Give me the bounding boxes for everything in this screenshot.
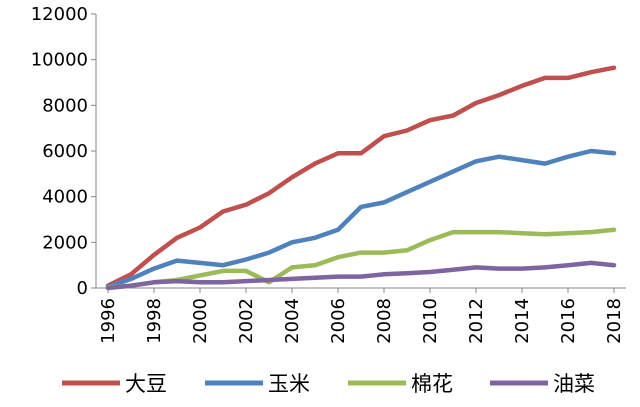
plot-area bbox=[105, 65, 617, 291]
x-tick-label: 1996 bbox=[98, 298, 119, 344]
x-tick-label: 2002 bbox=[236, 298, 257, 344]
x-tick-label: 2008 bbox=[374, 298, 395, 344]
y-tick-label: 2000 bbox=[42, 232, 88, 253]
y-tick-label: 6000 bbox=[42, 141, 88, 162]
y-tick-label: 8000 bbox=[42, 95, 88, 116]
legend: 大豆 玉米 棉花 油菜 bbox=[62, 372, 595, 396]
y-tick-label: 4000 bbox=[42, 187, 88, 208]
legend-label-2: 棉花 bbox=[411, 372, 453, 396]
x-tick-label: 2018 bbox=[604, 298, 625, 344]
x-tick-label: 2014 bbox=[512, 298, 533, 344]
series-line-2 bbox=[105, 227, 617, 290]
x-tick-label: 1998 bbox=[144, 298, 165, 344]
y-tick-label: 12000 bbox=[31, 4, 88, 25]
legend-label-0: 大豆 bbox=[125, 372, 167, 396]
series-line-0 bbox=[105, 65, 617, 288]
series-line-3 bbox=[105, 260, 617, 291]
x-tick-label: 2016 bbox=[558, 298, 579, 344]
axes: 0 2000 4000 6000 8000 10000 12000 1996 1998 2000 2… bbox=[31, 4, 626, 344]
x-tick-label: 2004 bbox=[282, 298, 303, 344]
legend-label-3: 油菜 bbox=[553, 372, 595, 396]
legend-label-1: 玉米 bbox=[268, 372, 310, 396]
x-tick-label: 2012 bbox=[466, 298, 487, 344]
x-tick-label: 2000 bbox=[190, 298, 211, 344]
x-tick-label: 2010 bbox=[420, 298, 441, 344]
series-line-1 bbox=[105, 148, 617, 290]
y-tick-label: 10000 bbox=[31, 50, 88, 71]
x-tick-label: 2006 bbox=[328, 298, 349, 344]
y-tick-label: 0 bbox=[77, 278, 88, 299]
